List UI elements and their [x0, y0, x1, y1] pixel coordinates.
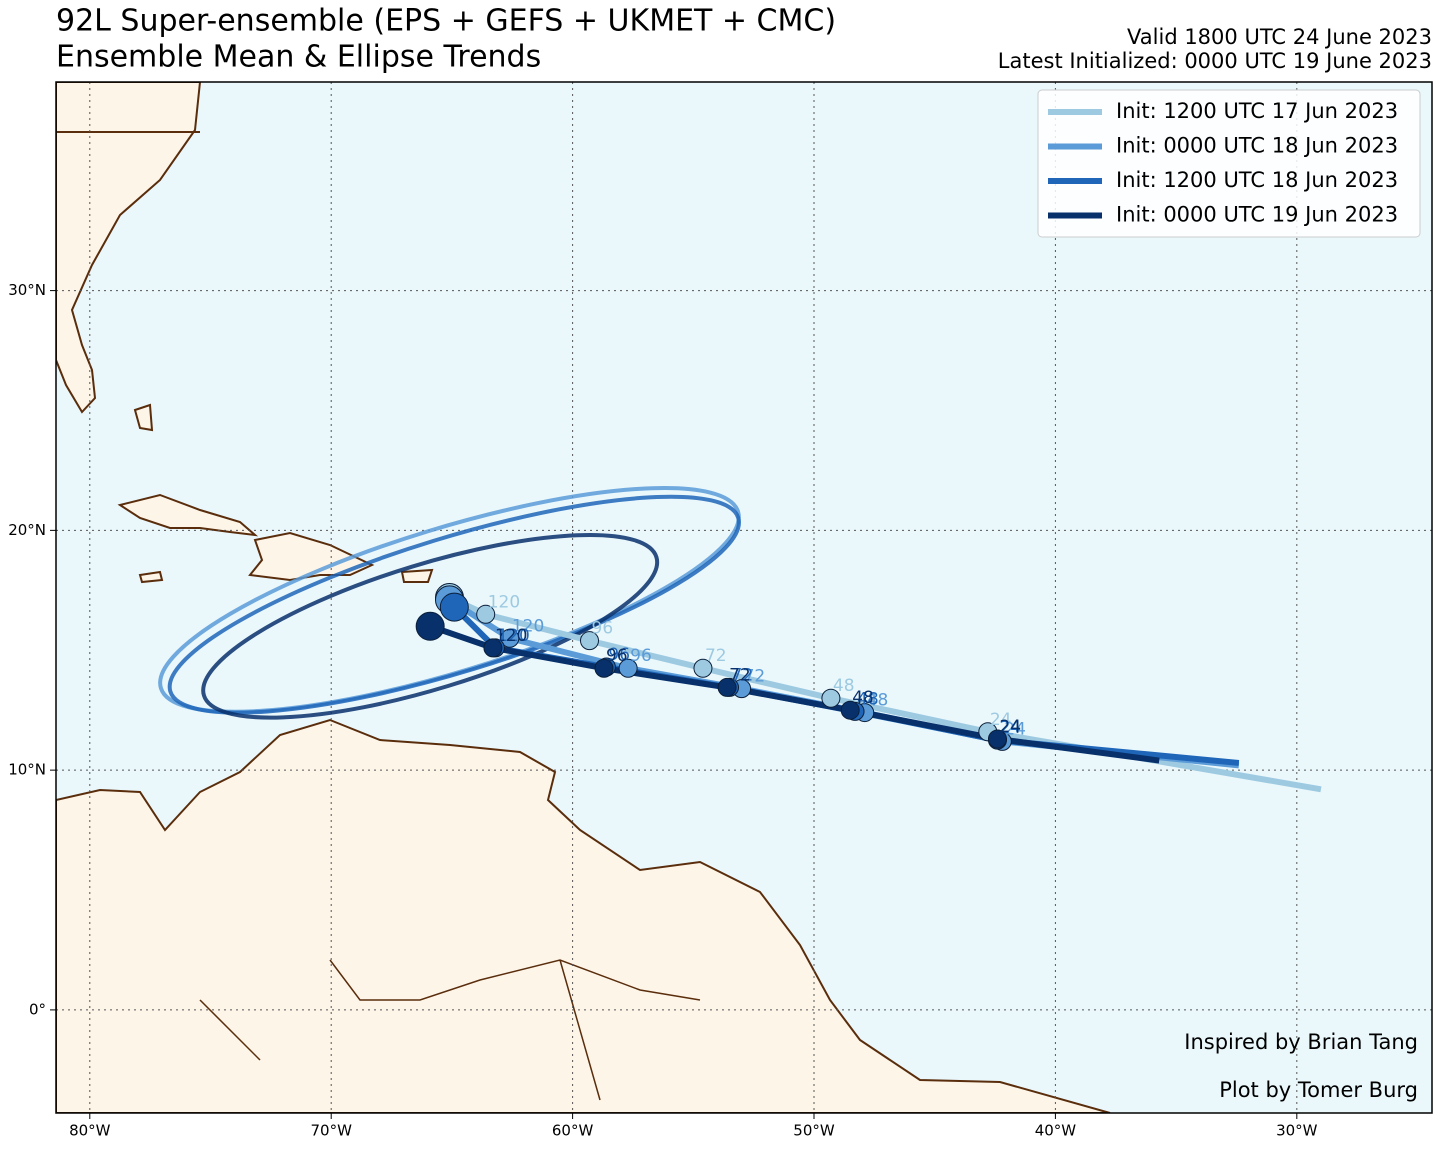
forecast-hour-label: 72 — [732, 665, 754, 685]
forecast-hour-label: 72 — [729, 665, 751, 685]
forecast-point — [717, 677, 737, 697]
x-tick-label: 60°W — [552, 1122, 594, 1140]
forecast-hour-label: 48 — [867, 691, 889, 711]
forecast-hour-label: 120 — [495, 626, 527, 646]
uncertainty-ellipse — [201, 532, 660, 720]
forecast-point — [618, 658, 638, 678]
x-tick-label: 30°W — [1276, 1122, 1318, 1140]
forecast-hour-label: 48 — [857, 689, 879, 709]
forecast-hour-label: 96 — [606, 646, 628, 666]
forecast-hour-label: 120 — [497, 626, 529, 646]
y-tick-label: 0° — [29, 1000, 46, 1018]
forecast-point — [594, 658, 614, 678]
forecast-point — [693, 658, 713, 678]
forecast-hour-label: 120 — [488, 592, 520, 612]
forecast-point — [840, 700, 860, 720]
forecast-hour-label: 24 — [990, 710, 1012, 730]
x-tick-label: 70°W — [310, 1122, 352, 1140]
legend-label: Init: 0000 UTC 18 Jun 2023 — [1116, 134, 1398, 158]
forecast-hour-label: 24 — [1004, 719, 1026, 739]
forecast-point — [987, 729, 1007, 749]
x-tick-label: 40°W — [1035, 1122, 1077, 1140]
credit: Plot by Tomer Burg — [1219, 1078, 1418, 1102]
forecast-hour-label: 24 — [999, 717, 1021, 737]
frame — [55, 81, 1433, 1114]
forecast-hour-label: 48 — [833, 676, 855, 696]
y-tick-label: 20°N — [8, 521, 46, 539]
legend-label: Init: 1200 UTC 17 Jun 2023 — [1116, 99, 1398, 123]
forecast-hour-label: 72 — [705, 646, 727, 666]
latest-init: Latest Initialized: 0000 UTC 19 June 202… — [998, 49, 1432, 73]
x-tick-label: 80°W — [69, 1122, 111, 1140]
forecast-hour-label: 96 — [608, 645, 630, 665]
x-tick-label: 50°W — [793, 1122, 835, 1140]
title: 92L Super-ensemble (EPS + GEFS + UKMET +… — [56, 4, 836, 39]
forecast-hour-label: 96 — [630, 646, 652, 666]
credit: Inspired by Brian Tang — [1184, 1030, 1418, 1054]
legend-label: Init: 0000 UTC 19 Jun 2023 — [1116, 203, 1398, 227]
forecast-hour-label: 120 — [512, 616, 544, 636]
subtitle: Ensemble Mean & Ellipse Trends — [56, 40, 541, 75]
current-position — [415, 611, 445, 641]
legend — [1037, 89, 1421, 238]
forecast-point — [821, 688, 841, 708]
uncertainty-ellipse — [167, 494, 741, 715]
forecast-hour-label: 96 — [592, 619, 614, 639]
y-tick-label: 10°N — [8, 761, 46, 779]
forecast-point — [483, 638, 503, 658]
forecast-hour-label: 48 — [852, 688, 874, 708]
land — [56, 82, 1111, 1113]
forecast-point — [580, 631, 600, 651]
forecast-point — [500, 628, 520, 648]
y-tick-label: 30°N — [8, 281, 46, 299]
forecast-point — [476, 604, 496, 624]
forecast-hour-label: 72 — [744, 667, 766, 687]
valid-time: Valid 1800 UTC 24 June 2023 — [1127, 25, 1432, 49]
current-position — [439, 592, 469, 622]
legend-label: Init: 1200 UTC 18 Jun 2023 — [1116, 168, 1398, 192]
